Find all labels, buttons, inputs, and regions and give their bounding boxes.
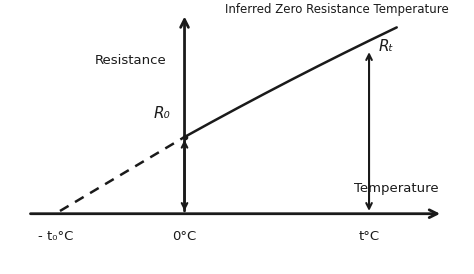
Text: Inferred Zero Resistance Temperature: Inferred Zero Resistance Temperature (225, 3, 448, 16)
Text: Temperature: Temperature (354, 182, 438, 195)
Text: t°C: t°C (358, 230, 380, 243)
Text: - t₀°C: - t₀°C (37, 230, 73, 243)
Text: R₀: R₀ (154, 105, 171, 121)
Text: 0°C: 0°C (173, 230, 197, 243)
Text: Rₜ: Rₜ (378, 39, 393, 54)
Text: Resistance: Resistance (94, 54, 166, 67)
